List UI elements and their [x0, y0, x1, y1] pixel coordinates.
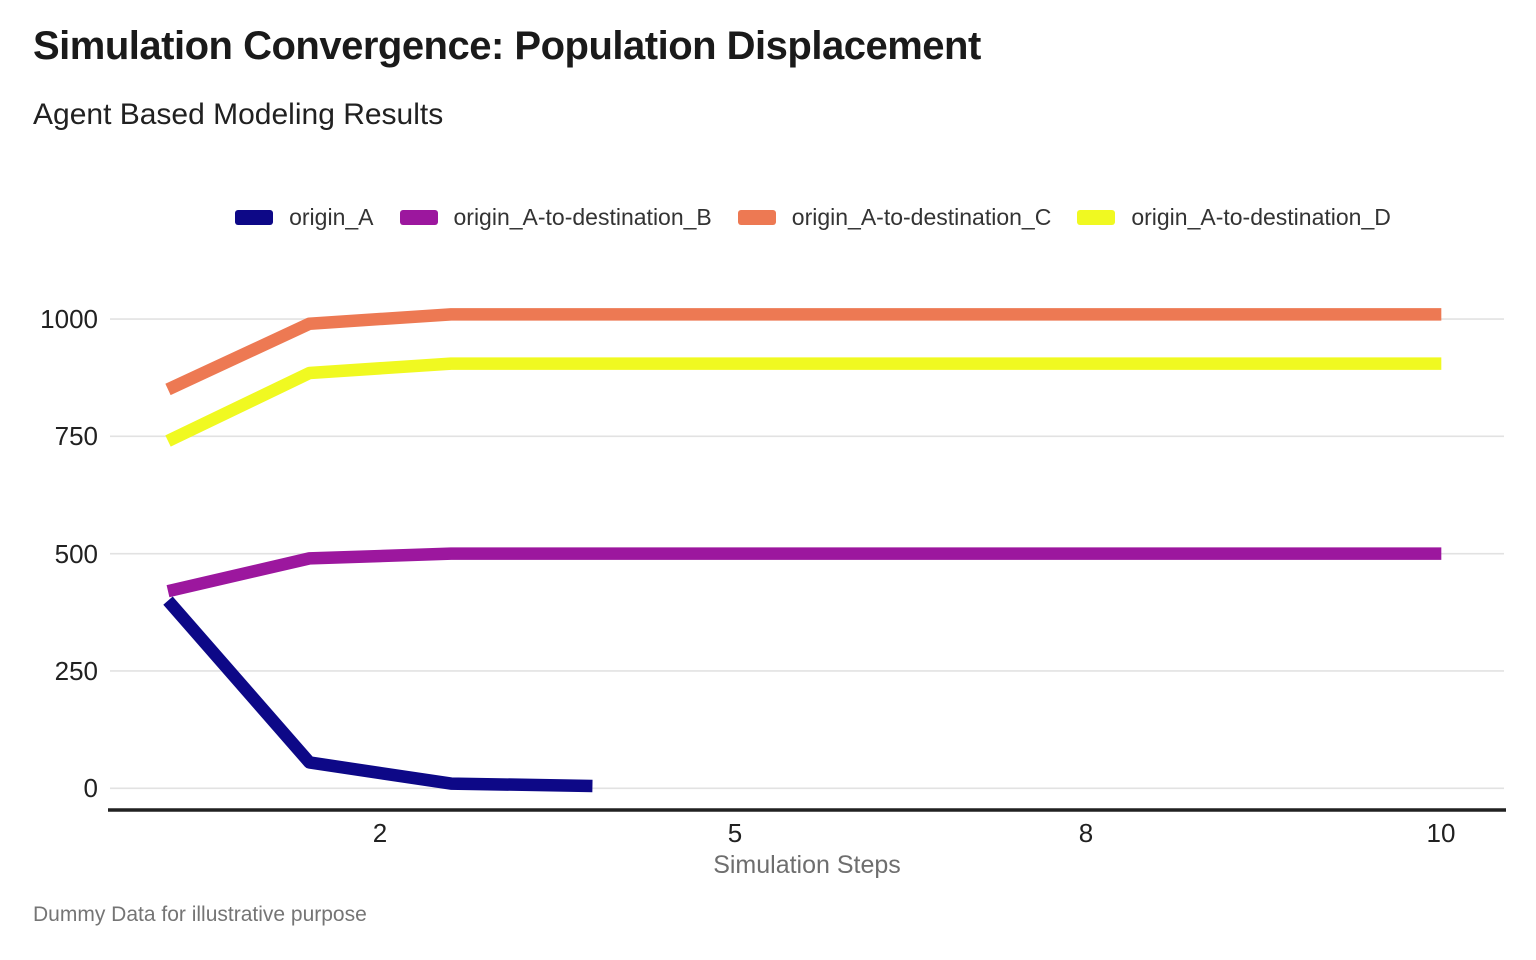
legend-item-origin_A[interactable]: origin_A [235, 204, 374, 231]
y-tick-label-500: 500 [54, 538, 98, 569]
legend-item-origin_A-to-destination_C[interactable]: origin_A-to-destination_C [737, 204, 1052, 231]
chart-legend: origin_A origin_A-to-destination_B origin_… [90, 204, 1536, 231]
legend-swatch-icon [1077, 210, 1116, 225]
legend-item-origin_A-to-destination_B[interactable]: origin_A-to-destination_B [399, 204, 712, 231]
y-tick-label-750: 750 [54, 421, 98, 452]
x-tick-label-2: 2 [372, 818, 388, 848]
y-tick-label-1000: 1000 [40, 304, 98, 335]
x-tick-label-5: 5 [727, 818, 743, 848]
line-origin_A [163, 596, 593, 793]
legend-label: origin_A-to-destination_C [791, 204, 1052, 230]
legend-label: origin_A-to-destination_B [453, 204, 712, 230]
legend-swatch-icon [737, 210, 776, 225]
x-tick-label-10: 10 [1426, 818, 1456, 848]
x-axis-title: Simulation Steps [713, 851, 901, 879]
page-subtitle: Agent Based Modeling Results [33, 98, 444, 131]
series-lines [163, 308, 1442, 793]
x-tick-label-8: 8 [1078, 818, 1094, 848]
y-tick-label-250: 250 [54, 655, 98, 686]
page-title: Simulation Convergence: Population Displ… [33, 24, 981, 68]
legend-swatch-icon [399, 210, 438, 225]
legend-item-origin_A-to-destination_D[interactable]: origin_A-to-destination_D [1077, 204, 1391, 231]
legend-label: origin_A [289, 204, 374, 230]
line-origin_A-to-destination_D [165, 357, 1442, 447]
legend-label: origin_A-to-destination_D [1131, 204, 1391, 230]
legend-swatch-icon [235, 210, 274, 225]
y-tick-label-0: 0 [83, 773, 98, 804]
chart-footnote: Dummy Data for illustrative purpose [33, 903, 367, 926]
line-origin_A-to-destination_B [166, 547, 1442, 598]
line-origin_A-to-destination_C [165, 308, 1442, 396]
